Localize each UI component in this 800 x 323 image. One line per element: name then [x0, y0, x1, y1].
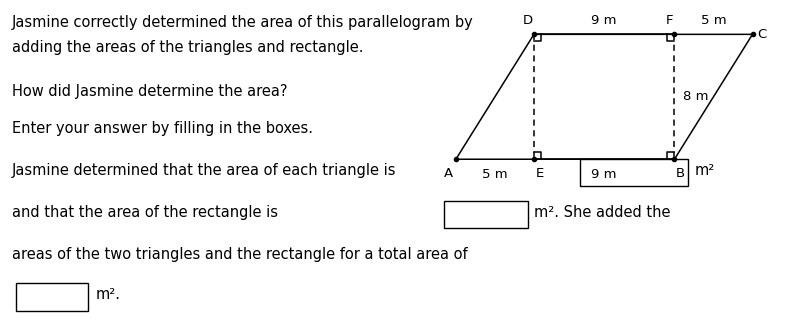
Text: 9 m: 9 m	[591, 168, 617, 181]
Text: and that the area of the rectangle is: and that the area of the rectangle is	[12, 205, 278, 220]
Text: Enter your answer by filling in the boxes.: Enter your answer by filling in the boxe…	[12, 121, 313, 136]
Text: B: B	[676, 167, 685, 180]
Text: How did Jasmine determine the area?: How did Jasmine determine the area?	[12, 84, 287, 99]
Text: m².: m².	[96, 287, 121, 302]
Bar	[580, 159, 688, 186]
Text: Jasmine correctly determined the area of this parallelogram by: Jasmine correctly determined the area of…	[12, 15, 474, 29]
Text: 5 m: 5 m	[701, 14, 726, 27]
Text: 5 m: 5 m	[482, 168, 508, 181]
Text: areas of the two triangles and the rectangle for a total area of: areas of the two triangles and the recta…	[12, 247, 468, 262]
Text: D: D	[522, 14, 532, 27]
Bar	[16, 283, 88, 311]
Text: F: F	[666, 14, 673, 27]
Text: 9 m: 9 m	[591, 14, 617, 27]
Text: Jasmine determined that the area of each triangle is: Jasmine determined that the area of each…	[12, 163, 397, 178]
Text: adding the areas of the triangles and rectangle.: adding the areas of the triangles and re…	[12, 40, 363, 55]
Text: E: E	[535, 167, 544, 180]
Text: m²: m²	[694, 163, 714, 178]
Text: m². She added the: m². She added the	[534, 205, 671, 220]
Bar	[444, 201, 528, 228]
Text: A: A	[444, 167, 453, 180]
Text: 8 m: 8 m	[683, 90, 709, 103]
Text: C: C	[757, 28, 766, 41]
